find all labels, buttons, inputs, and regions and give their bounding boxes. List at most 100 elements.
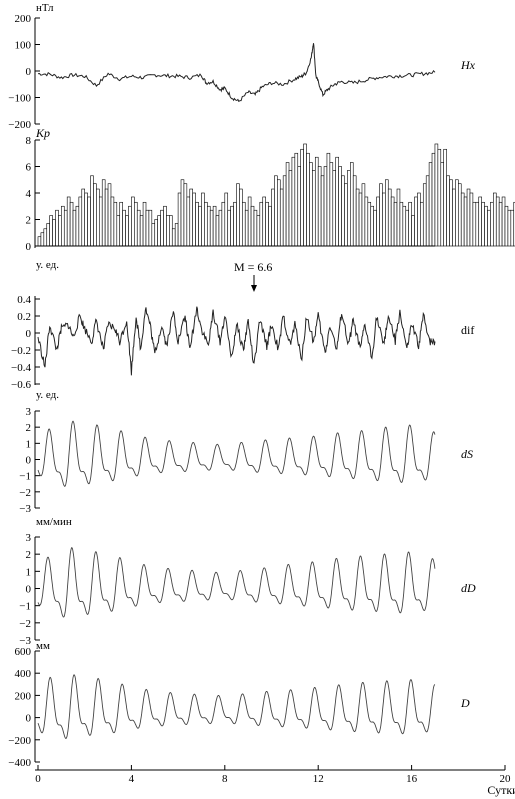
kp-bar (128, 205, 132, 247)
kp-bar (294, 152, 299, 247)
unit-label: Kp (35, 126, 50, 140)
series-line (37, 547, 436, 618)
kp-bar (408, 201, 412, 247)
unit-label: у. ед. (36, 389, 59, 401)
y-tick-label: 1 (26, 438, 32, 450)
y-tick-label: 8 (26, 135, 32, 147)
kp-bar (259, 201, 264, 247)
kp-bar (139, 215, 144, 247)
kp-bar (495, 196, 500, 247)
kp-bar (227, 209, 231, 247)
panel-d: −400 −200 0 200 400 600 мм D (8, 640, 470, 769)
kp-bar (40, 232, 45, 247)
series-line (37, 420, 436, 487)
kp-bar (119, 201, 123, 247)
kp-bar (449, 179, 453, 247)
x-axis-title: Сутки (487, 783, 515, 797)
y-tick-label: 3 (26, 406, 32, 418)
x-axis: Сутки 0 4 8 12 16 20 (35, 765, 515, 797)
kp-bar (376, 196, 380, 247)
kp-bar (134, 201, 138, 247)
kp-bar (122, 209, 126, 247)
kp-bar (475, 201, 480, 247)
kp-bar (256, 215, 261, 247)
kp-bar (504, 205, 509, 247)
kp-bar (125, 215, 129, 247)
kp-bar (303, 143, 307, 247)
y-tick-label: −0.6 (11, 379, 31, 391)
kp-bar (402, 205, 407, 247)
kp-bar (171, 228, 176, 247)
kp-bar (396, 188, 401, 247)
kp-bar (341, 175, 345, 247)
kp-bar (221, 201, 226, 247)
y-tick-label: −200 (8, 119, 31, 131)
y-tick-label: −3 (19, 503, 31, 515)
kp-bar (148, 209, 153, 247)
kp-bar (169, 215, 173, 247)
y-tick-label: 200 (15, 13, 32, 25)
kp-bar (37, 236, 42, 247)
kp-bar (242, 201, 246, 247)
panel-dd: −3 −2 −1 0 1 2 3 мм/мин dD (19, 516, 476, 647)
kp-bar (425, 175, 430, 247)
kp-bar (145, 209, 150, 247)
kp-bar (192, 192, 196, 247)
kp-bar (253, 209, 258, 247)
kp-bar (323, 166, 328, 247)
kp-bar (209, 209, 214, 247)
panel-label: dif (461, 323, 474, 337)
kp-bar (434, 143, 439, 247)
kp-bar (481, 201, 485, 247)
kp-bar (347, 170, 351, 247)
kp-bar (510, 209, 515, 247)
kp-bar (428, 162, 433, 247)
kp-bar (174, 223, 179, 247)
x-tick-label: 12 (313, 773, 324, 785)
series-line (37, 674, 436, 740)
panel-hx: −200 −100 0 100 200 нТл Hx (8, 2, 475, 131)
y-tick-label: 600 (15, 646, 32, 658)
kp-bar (291, 156, 296, 247)
kp-bar (104, 188, 109, 247)
kp-bar (142, 201, 147, 247)
kp-bar (265, 201, 269, 247)
kp-bar (367, 201, 372, 247)
kp-bar (472, 201, 477, 247)
kp-bar (513, 201, 515, 247)
kp-bar (198, 205, 202, 247)
kp-bar (206, 205, 211, 247)
kp-bar (344, 183, 348, 247)
kp-bar (166, 215, 170, 247)
y-tick-label: 0 (26, 713, 32, 725)
kp-bar (107, 183, 112, 247)
kp-bar (437, 148, 442, 247)
kp-bar (452, 188, 456, 247)
kp-bar (493, 192, 497, 247)
x-tick-label: 0 (35, 773, 41, 785)
y-tick-label: −3 (19, 635, 31, 647)
kp-bar (507, 209, 512, 247)
y-tick-label: 2 (26, 215, 32, 227)
kp-bar (101, 179, 106, 247)
kp-bar (466, 188, 471, 247)
unit-label: мм (36, 640, 50, 652)
y-tick-label: −1 (19, 601, 31, 613)
x-tick-label: 16 (406, 773, 418, 785)
y-tick-label: 0.4 (17, 294, 31, 306)
y-tick-label: 0 (26, 241, 32, 253)
kp-bar (151, 223, 156, 247)
kp-bar (385, 179, 389, 247)
kp-bar (160, 209, 164, 247)
panel-dif: −0.6 −0.4 −0.2 0 0.2 0.4 у. ед. dif M = 6.6 (11, 259, 474, 391)
kp-bar (312, 170, 316, 247)
kp-bar (498, 201, 503, 247)
series-line (37, 306, 436, 376)
kp-bar (224, 192, 229, 247)
panel-label: dD (461, 581, 476, 595)
kp-bar (212, 205, 217, 247)
kp-bar (163, 205, 167, 247)
y-tick-label: −2 (19, 618, 31, 630)
kp-bar (87, 196, 91, 247)
